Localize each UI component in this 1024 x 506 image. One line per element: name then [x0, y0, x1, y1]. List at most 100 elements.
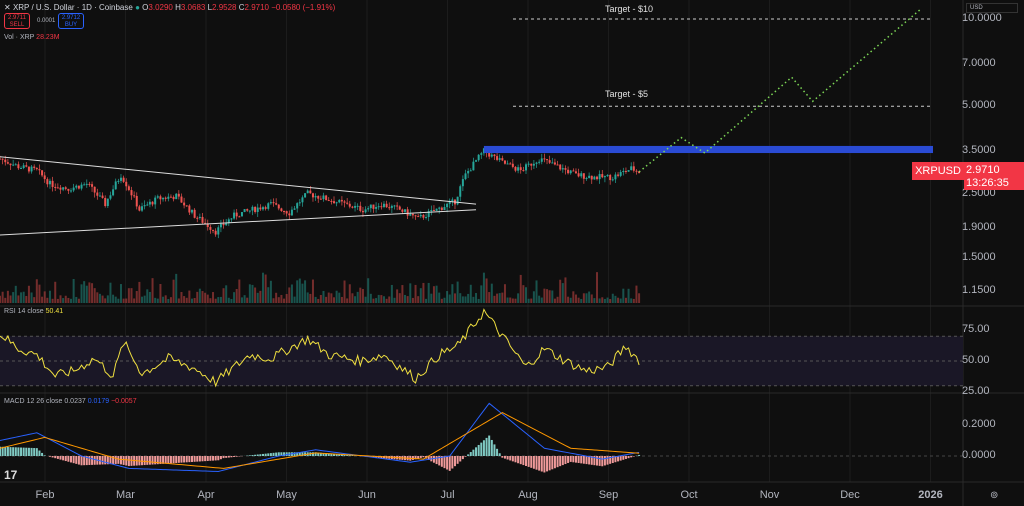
- settings-icon[interactable]: ⊚: [990, 490, 999, 501]
- candle: [511, 163, 514, 167]
- volume-bar: [501, 292, 504, 303]
- candle: [214, 230, 217, 235]
- macd-histogram-bar: [619, 456, 622, 461]
- volume-bar: [256, 292, 259, 303]
- rsi-line: [0, 308, 640, 388]
- currency-selector[interactable]: USD: [966, 3, 1018, 13]
- volume-bar: [311, 279, 314, 303]
- candle: [503, 160, 506, 164]
- candle: [577, 173, 580, 177]
- macd-histogram-bar: [214, 456, 217, 461]
- candle: [264, 207, 267, 209]
- candle: [596, 176, 599, 180]
- volume-bar: [259, 290, 262, 303]
- macd-histogram-bar: [496, 448, 499, 456]
- macd-histogram-bar: [572, 456, 575, 463]
- candle: [33, 166, 36, 168]
- volume-bar: [593, 298, 596, 303]
- volume-bar: [98, 293, 101, 303]
- volume-bar: [417, 296, 420, 303]
- macd-histogram-bar: [638, 454, 641, 456]
- candle: [138, 206, 141, 211]
- sell-button[interactable]: 2.9711 SELL: [4, 13, 30, 29]
- candle: [630, 166, 633, 171]
- volume-bar: [319, 294, 322, 303]
- price-axis-label: 1.9000: [962, 221, 996, 234]
- macd-histogram-bar: [538, 456, 541, 471]
- buy-button[interactable]: 2.9712 BUY: [58, 13, 84, 29]
- candle: [480, 153, 483, 155]
- volume-bar: [551, 290, 554, 303]
- macd-histogram-bar: [127, 456, 130, 467]
- volume-bar: [430, 293, 433, 303]
- candle: [417, 216, 420, 218]
- rsi-axis-label: 50.00: [962, 354, 990, 366]
- volume-bar: [482, 272, 485, 303]
- candle: [498, 158, 501, 160]
- candle: [354, 205, 357, 208]
- volume-bar: [561, 283, 564, 303]
- macd-histogram-bar: [422, 456, 425, 458]
- volume-bar: [427, 282, 430, 303]
- volume-bar: [251, 284, 254, 303]
- candle: [343, 201, 346, 203]
- macd-histogram-bar: [0, 446, 1, 456]
- candle: [580, 173, 583, 177]
- macd-histogram-bar: [4, 446, 7, 456]
- volume-bar: [367, 278, 370, 303]
- volume-bar: [396, 289, 399, 303]
- candle: [251, 206, 254, 211]
- volume-bar: [70, 298, 73, 303]
- macd-histogram-bar: [511, 456, 514, 462]
- candle: [519, 167, 522, 171]
- volume-bar: [193, 297, 196, 303]
- volume-bar: [293, 296, 296, 303]
- candle: [169, 196, 172, 198]
- macd-histogram-bar: [630, 456, 633, 458]
- macd-histogram-bar: [64, 456, 67, 462]
- volume-bar: [622, 288, 625, 303]
- candle: [188, 205, 191, 213]
- macd-histogram-bar: [617, 456, 620, 462]
- macd-histogram-bar: [209, 456, 212, 461]
- macd-histogram-bar: [122, 456, 125, 465]
- volume-bar: [12, 292, 15, 303]
- volume-bar: [596, 272, 599, 303]
- volume-bar: [564, 277, 567, 303]
- volume-bar: [509, 297, 512, 303]
- macd-histogram-bar: [451, 456, 454, 469]
- macd-histogram-bar: [514, 456, 517, 463]
- symbol-title[interactable]: XRP / U.S. Dollar · 1D · Coinbase: [12, 3, 133, 12]
- candle: [493, 154, 496, 157]
- volume-bar: [135, 291, 138, 303]
- time-axis-label: Apr: [197, 489, 215, 501]
- candle: [46, 179, 49, 185]
- close-icon[interactable]: ✕: [4, 3, 11, 12]
- volume-bar: [75, 296, 78, 303]
- candle: [469, 170, 472, 172]
- candle: [603, 176, 606, 178]
- macd-histogram-bar: [48, 456, 51, 457]
- candle: [17, 164, 20, 169]
- macd-histogram-bar: [251, 455, 254, 456]
- candle: [422, 214, 425, 218]
- candle: [556, 164, 559, 166]
- macd-histogram-bar: [603, 456, 606, 466]
- macd-histogram-bar: [27, 447, 30, 456]
- candle: [175, 193, 178, 200]
- volume-bar: [369, 293, 372, 303]
- candle: [567, 169, 570, 174]
- low-value: 2.9528: [212, 3, 237, 12]
- volume-bar: [209, 298, 212, 303]
- volume-bar: [461, 296, 464, 303]
- time-axis-label: Nov: [759, 489, 780, 501]
- candle: [375, 206, 378, 209]
- macd-histogram-bar: [235, 456, 238, 457]
- candle: [443, 207, 446, 210]
- volume-bar: [240, 297, 243, 303]
- candle: [119, 177, 122, 181]
- volume-bar: [222, 288, 225, 303]
- candle: [317, 195, 320, 199]
- candle: [112, 189, 115, 196]
